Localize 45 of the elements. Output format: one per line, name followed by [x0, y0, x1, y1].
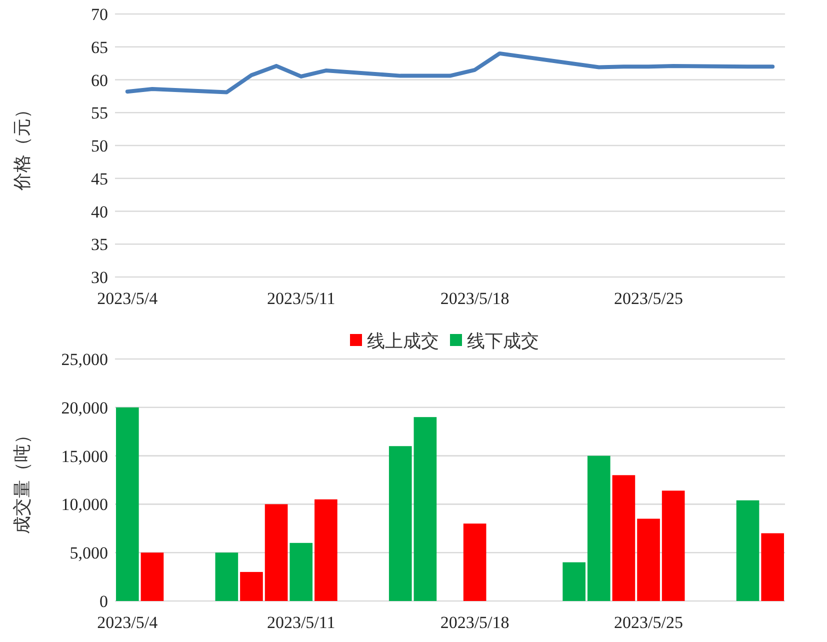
bar [388, 446, 412, 601]
bar [662, 490, 685, 601]
bar [140, 552, 164, 601]
line-series [125, 51, 775, 94]
y-tick-label: 65 [91, 38, 108, 57]
x-tick-label: 2023/5/4 [97, 613, 158, 632]
x-tick-label: 2023/5/25 [614, 289, 683, 308]
x-tick-label: 2023/5/18 [440, 613, 510, 632]
y-tick-label: 60 [91, 70, 108, 90]
bar [562, 562, 586, 601]
legend-label: 线下成交 [467, 331, 539, 351]
y-tick-label: 70 [91, 5, 108, 24]
bar [290, 542, 313, 601]
bar [215, 552, 238, 601]
x-tick-label: 2023/5/4 [97, 289, 158, 308]
x-tick-label: 2023/5/11 [266, 289, 336, 308]
bar [463, 524, 486, 601]
y-tick-label: 5,000 [70, 544, 108, 563]
bar [761, 533, 784, 601]
y-tick-label: 35 [91, 235, 108, 254]
y-tick-label: 10,000 [61, 495, 108, 514]
y-tick-label: 0 [100, 592, 108, 611]
bar [612, 475, 636, 601]
y-axis-title: 价格（元） [12, 100, 32, 192]
bar [240, 572, 263, 601]
y-tick-label: 55 [91, 104, 108, 123]
y-tick-label: 20,000 [61, 398, 108, 418]
bar [314, 499, 338, 601]
x-tick-label: 2023/5/18 [440, 289, 510, 308]
legend-label: 线上成交 [367, 331, 439, 351]
x-tick-label: 2023/5/11 [266, 613, 336, 632]
y-tick-label: 15,000 [61, 446, 108, 466]
x-tick-label: 2023/5/25 [614, 613, 683, 632]
y-tick-label: 50 [91, 136, 108, 156]
bar [264, 504, 288, 601]
bar [587, 456, 610, 601]
y-axis-title: 成交量（吨） [12, 426, 32, 534]
y-tick-label: 30 [91, 268, 108, 287]
bar [736, 500, 760, 601]
bar [116, 407, 139, 601]
y-tick-label: 25,000 [61, 350, 108, 369]
y-tick-label: 40 [91, 202, 108, 222]
bar [414, 417, 437, 601]
bar [637, 518, 660, 601]
y-tick-label: 45 [91, 169, 108, 188]
